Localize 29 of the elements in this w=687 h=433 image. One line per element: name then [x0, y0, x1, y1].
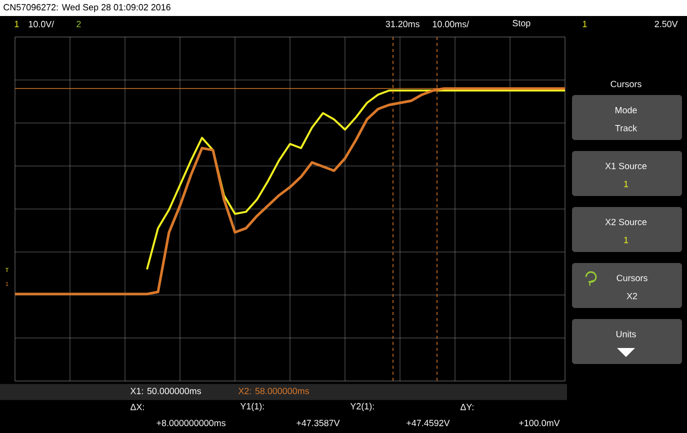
- text: Units: [616, 330, 636, 338]
- text: 10.00ms/: [432, 20, 470, 28]
- text: Cursors: [616, 274, 648, 282]
- text: 1: [624, 180, 628, 188]
- text: Y1(1):: [240, 402, 264, 412]
- text: Y2(1):: [350, 402, 374, 412]
- text: X1: 50.000000ms: [130, 388, 201, 394]
- text: 2: [76, 20, 81, 28]
- text: X2 Source: [605, 218, 647, 226]
- text: 31.20ms: [386, 20, 420, 28]
- text: 2.50V: [654, 20, 678, 28]
- text: X1 Source: [605, 162, 647, 170]
- text: 1: [624, 236, 628, 244]
- text: ΔY:: [460, 404, 474, 410]
- text: +8.000000000ms: [156, 420, 226, 426]
- text: ΔX:: [130, 404, 144, 410]
- text: X2: [626, 292, 638, 300]
- text: +47.3587V: [296, 420, 340, 426]
- chart-title: CN57096272: Wed Sep 28 01:09:02 2016: [4, 4, 170, 12]
- text: X2: 58.000000ms: [238, 388, 309, 394]
- text: Mode: [616, 106, 637, 114]
- text: Track: [615, 124, 638, 132]
- text: 1: [14, 20, 19, 28]
- text: +47.4592V: [406, 420, 450, 426]
- text: 10.0V/: [28, 20, 54, 28]
- text: Stop: [512, 20, 530, 28]
- text: 1: [582, 20, 587, 28]
- text: Cursors: [610, 80, 642, 88]
- text: +100.0mV: [519, 420, 560, 426]
